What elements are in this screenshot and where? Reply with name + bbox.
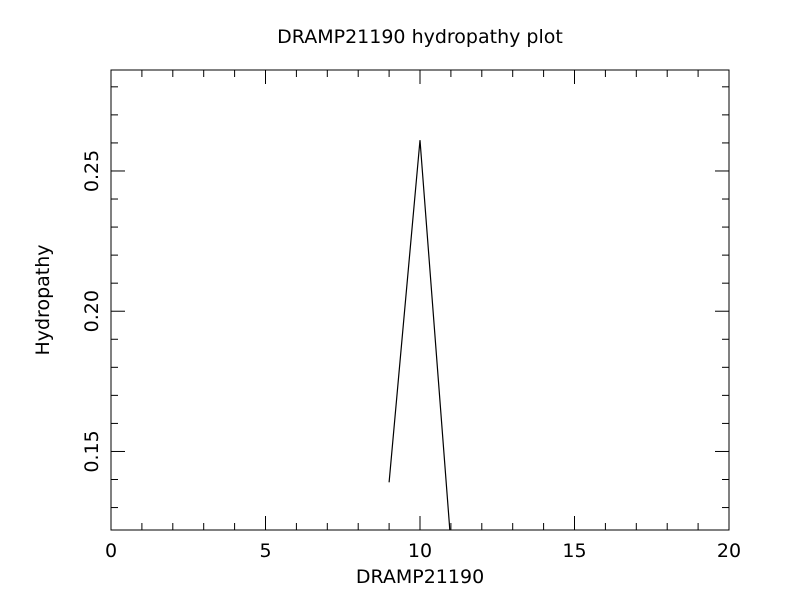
y-tick-label: 0.15	[81, 430, 103, 472]
x-tick-label: 10	[408, 540, 432, 562]
hydropathy-series-line	[388, 140, 451, 530]
x-tick-label: 15	[562, 540, 586, 562]
x-tick-label: 0	[105, 540, 117, 562]
axis-ticks	[110, 70, 730, 530]
chart-title: DRAMP21190 hydropathy plot	[277, 26, 563, 48]
x-tick-label: 5	[259, 540, 271, 562]
y-tick-label: 0.25	[81, 150, 103, 192]
tick-labels: 0 5 10 15 20 0.15 0.20 0.25	[81, 150, 741, 562]
x-tick-label: 20	[717, 540, 741, 562]
y-axis-label: Hydropathy	[32, 244, 54, 355]
y-tick-label: 0.20	[81, 290, 103, 332]
x-axis-label: DRAMP21190	[356, 566, 484, 588]
plot-frame	[110, 69, 730, 531]
